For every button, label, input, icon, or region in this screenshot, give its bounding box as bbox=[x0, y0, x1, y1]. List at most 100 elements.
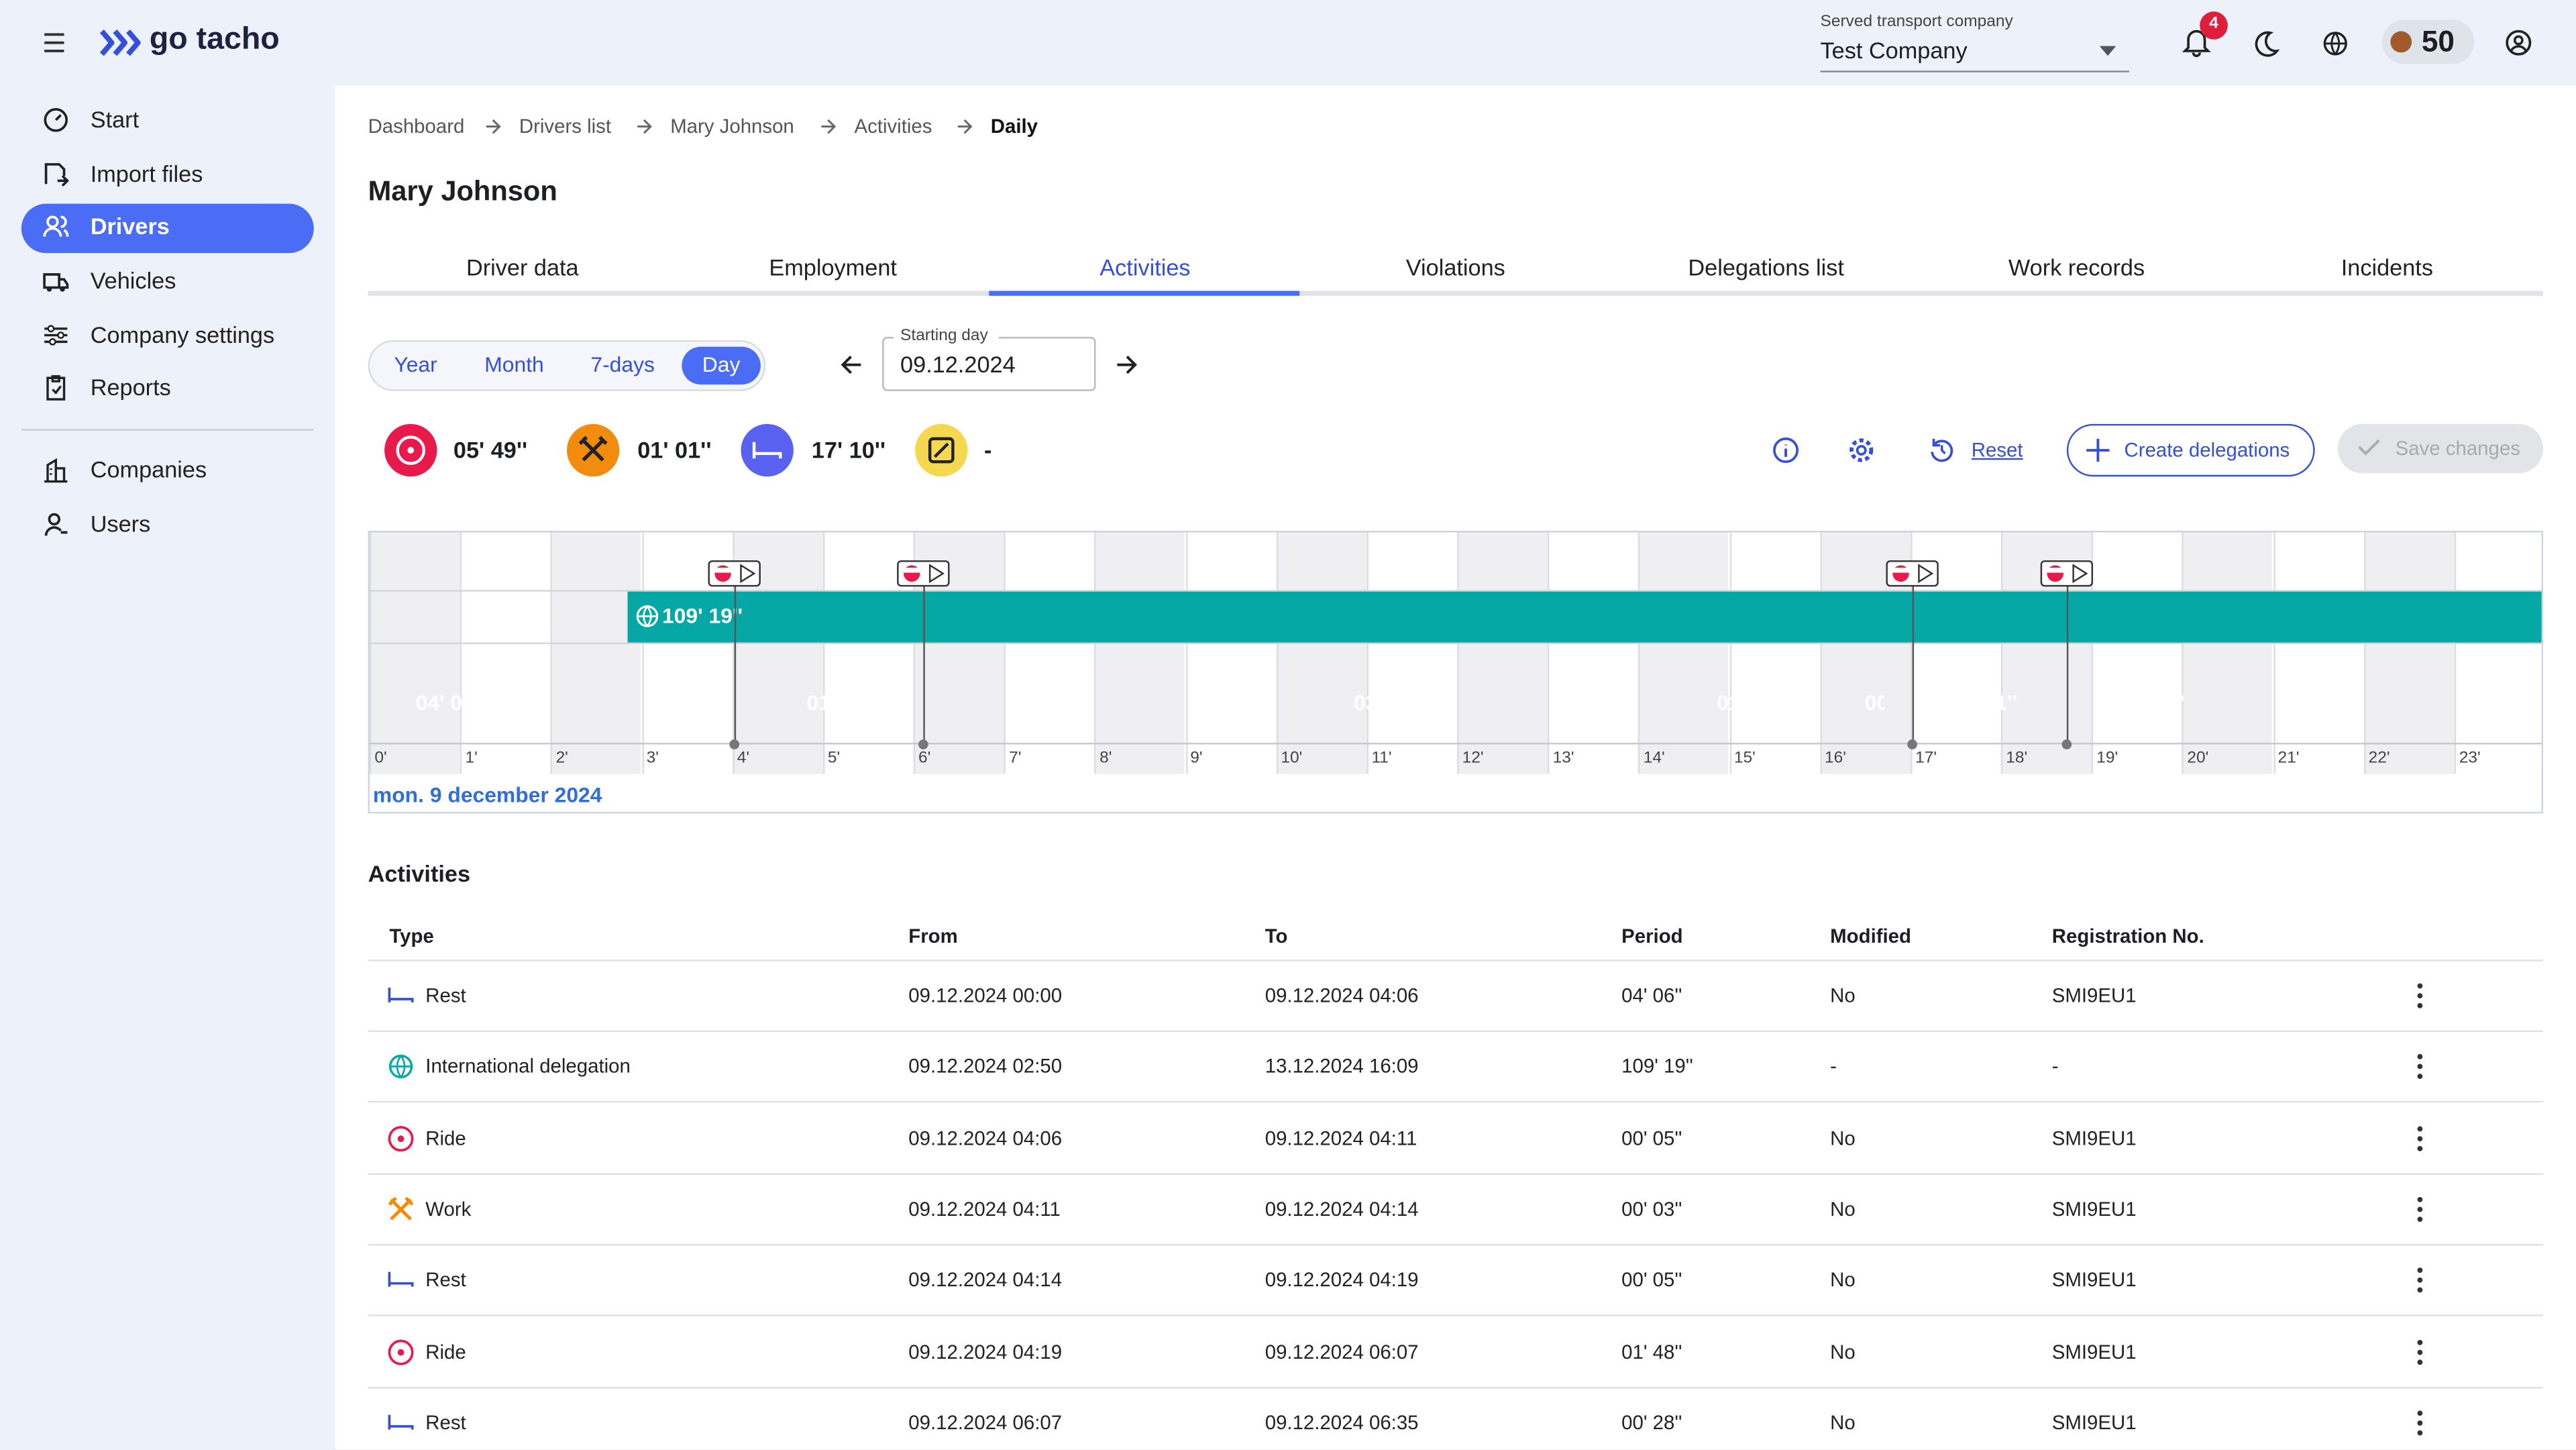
hour-label: 21' bbox=[2278, 749, 2300, 769]
hour-label: 8' bbox=[1099, 749, 1112, 769]
hour-label: 19' bbox=[2096, 749, 2118, 769]
table-cell: SMI9EU1 bbox=[2052, 1340, 2137, 1363]
reset-icon[interactable] bbox=[1929, 437, 1955, 463]
hour-label: 22' bbox=[2369, 749, 2390, 769]
period-button[interactable]: Month bbox=[465, 352, 564, 378]
crossing-flag bbox=[1886, 560, 1938, 586]
tab[interactable]: Driver data bbox=[374, 254, 670, 282]
brand: go tacho bbox=[150, 22, 280, 60]
nav-item[interactable]: Drivers bbox=[91, 213, 170, 240]
table-cell: 09.12.2024 00:00 bbox=[908, 984, 1062, 1007]
table-cell: International delegation bbox=[425, 1055, 631, 1079]
nav-item[interactable]: Import files bbox=[91, 160, 203, 188]
breadcrumb-sep bbox=[820, 118, 836, 134]
row-menu[interactable] bbox=[2416, 983, 2423, 1009]
table-cell: No bbox=[1830, 984, 1856, 1007]
nav-item[interactable]: Users bbox=[91, 511, 151, 538]
tabs-underline bbox=[368, 291, 2543, 295]
crossing-dot bbox=[2061, 739, 2072, 749]
breadcrumb-item[interactable]: Drivers list bbox=[519, 115, 611, 138]
table-cell: 09.12.2024 06:07 bbox=[908, 1411, 1062, 1435]
column-header: Modified bbox=[1830, 925, 1911, 948]
nav-item[interactable]: Companies bbox=[91, 456, 207, 484]
nav-icon bbox=[43, 213, 69, 240]
row-menu[interactable] bbox=[2416, 1267, 2423, 1294]
next-day[interactable] bbox=[1116, 354, 1138, 376]
tab[interactable]: Incidents bbox=[2239, 254, 2535, 282]
table-cell: No bbox=[1830, 1269, 1856, 1292]
reset-button[interactable]: Reset bbox=[1972, 438, 2023, 462]
period-button[interactable]: Day bbox=[672, 352, 771, 378]
table-cell: SMI9EU1 bbox=[2052, 1127, 2137, 1150]
hour-line bbox=[1004, 532, 1006, 774]
row-menu[interactable] bbox=[2416, 1339, 2423, 1365]
save-label[interactable]: Save changes bbox=[2396, 437, 2520, 460]
nav-item[interactable]: Company settings bbox=[91, 321, 274, 349]
table-cell: 09.12.2024 02:50 bbox=[908, 1055, 1062, 1079]
crossing-line bbox=[2067, 568, 2068, 743]
settings-button[interactable] bbox=[1848, 437, 1874, 463]
table-cell: 09.12.2024 04:19 bbox=[908, 1340, 1062, 1363]
crossing-flag bbox=[2041, 560, 2093, 586]
hour-line bbox=[1457, 532, 1458, 774]
hour-label: 13' bbox=[1553, 749, 1574, 769]
nav-icon bbox=[43, 268, 69, 294]
prev-day[interactable] bbox=[839, 354, 862, 376]
period-button[interactable]: 7-days bbox=[574, 352, 672, 378]
table-cell: 09.12.2024 04:11 bbox=[908, 1198, 1061, 1221]
crossing-line bbox=[923, 568, 924, 743]
tab[interactable]: Violations bbox=[1307, 254, 1603, 282]
dropdown-arrow[interactable] bbox=[2100, 46, 2116, 56]
date-value[interactable]: 09.12.2024 bbox=[900, 351, 1016, 378]
row-line bbox=[368, 1173, 2543, 1174]
tab[interactable]: Delegations list bbox=[1618, 254, 1914, 282]
table-cell: 00' 28'' bbox=[1621, 1411, 1682, 1435]
company[interactable]: Test Company bbox=[1820, 37, 1967, 64]
create-label[interactable]: Create delegations bbox=[2125, 438, 2290, 462]
nav-icon bbox=[43, 161, 69, 187]
column-header: From bbox=[908, 925, 957, 948]
nav-item[interactable]: Vehicles bbox=[91, 267, 176, 295]
hour-line bbox=[1366, 532, 1368, 774]
nav-icon bbox=[43, 107, 69, 133]
company-label: Served transport company bbox=[1820, 13, 2012, 33]
table-cell: 09.12.2024 04:14 bbox=[908, 1269, 1062, 1292]
hour-shade bbox=[1276, 532, 1366, 774]
type-icon bbox=[388, 1267, 414, 1294]
nav-item[interactable]: Start bbox=[91, 106, 139, 134]
hour-label: 15' bbox=[1734, 749, 1756, 769]
breadcrumb-item[interactable]: Dashboard bbox=[368, 115, 465, 138]
tab[interactable]: Activities bbox=[998, 254, 1293, 282]
coins: 50 bbox=[2422, 25, 2455, 60]
breadcrumb-item[interactable]: Mary Johnson bbox=[670, 115, 794, 138]
info-button[interactable] bbox=[1772, 437, 1799, 463]
tab[interactable]: Employment bbox=[685, 254, 981, 282]
user-icon[interactable] bbox=[2506, 30, 2532, 56]
nav-item[interactable]: Reports bbox=[91, 374, 171, 401]
row-menu[interactable] bbox=[2416, 1125, 2423, 1151]
hour-shade bbox=[551, 532, 641, 774]
table-cell: 09.12.2024 04:19 bbox=[1265, 1269, 1419, 1292]
availability-icon bbox=[915, 424, 967, 476]
tab[interactable]: Work records bbox=[1929, 254, 2224, 282]
segment-label: 03' 59'' bbox=[1354, 677, 1668, 728]
row-menu[interactable] bbox=[2416, 1410, 2423, 1436]
theme-icon[interactable] bbox=[2254, 32, 2279, 56]
menu-icon[interactable] bbox=[43, 32, 66, 54]
row-menu[interactable] bbox=[2416, 1054, 2423, 1080]
period-button[interactable]: Year bbox=[366, 352, 465, 378]
breadcrumb-item[interactable]: Activities bbox=[854, 115, 932, 138]
hour-shade bbox=[1638, 532, 1729, 774]
hour-label: 20' bbox=[2187, 749, 2208, 769]
hour-label: 7' bbox=[1009, 749, 1021, 769]
language-icon[interactable] bbox=[2323, 32, 2348, 56]
crossing-dot bbox=[1907, 739, 1917, 749]
row-line bbox=[368, 1315, 2543, 1316]
coin-icon bbox=[2390, 32, 2412, 53]
column-header: Period bbox=[1621, 925, 1682, 948]
row-menu[interactable] bbox=[2416, 1196, 2423, 1223]
hour-line bbox=[2001, 532, 2002, 774]
nav-icon bbox=[43, 374, 69, 401]
table-cell: SMI9EU1 bbox=[2052, 984, 2137, 1007]
